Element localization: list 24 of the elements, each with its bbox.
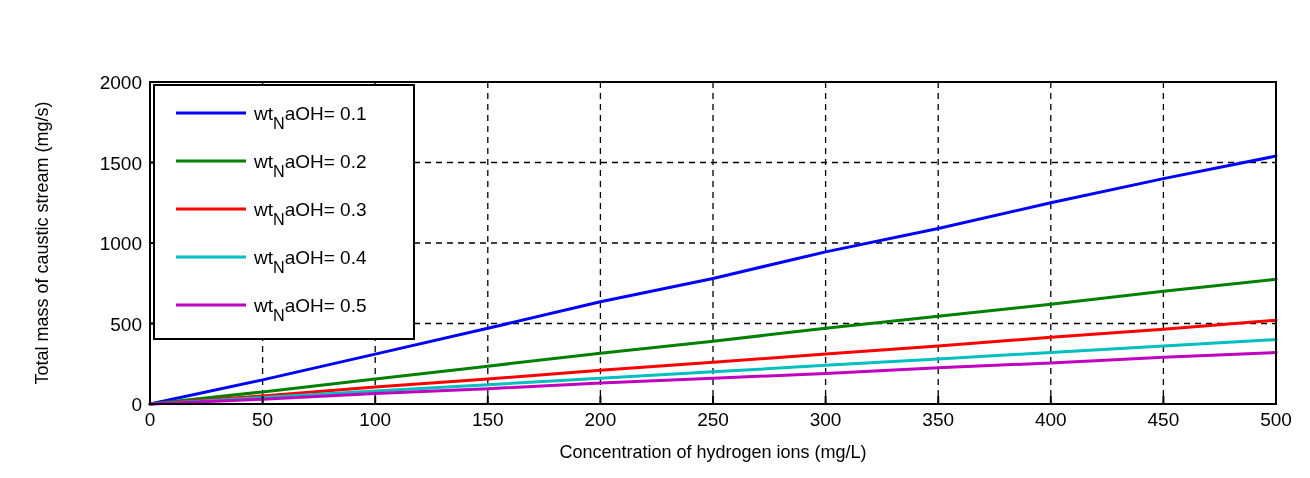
x-tick-label: 450: [1147, 409, 1180, 430]
x-tick-label: 50: [252, 409, 274, 430]
y-tick-label: 2000: [99, 72, 142, 93]
x-tick-label: 250: [697, 409, 729, 430]
x-tick-label: 100: [359, 409, 392, 430]
legend-label: wt$_{N}$aOH= 0.4: [253, 247, 367, 276]
x-tick-label: 500: [1260, 409, 1292, 430]
legend-label: wt$_{N}$aOH= 0.5: [253, 295, 367, 324]
line-series: [148, 350, 1278, 406]
y-tick-label: 0: [131, 394, 142, 415]
x-tick-label: 400: [1034, 409, 1067, 430]
x-axis-title: Concentration of hydrogen ions (mg/L): [559, 442, 867, 462]
legend-label: wt$_{N}$aOH= 0.3: [253, 199, 367, 228]
legend-label: wt$_{N}$aOH= 0.2: [253, 151, 367, 180]
y-tick-label: 1500: [99, 152, 142, 174]
y-axis-title: Total mass of caustic stream (mg/s): [32, 101, 52, 385]
y-tick-label: 1000: [99, 233, 142, 254]
x-tick-label: 300: [809, 409, 842, 430]
x-tick-label: 200: [584, 409, 617, 430]
x-tick-label: 0: [144, 409, 156, 430]
x-tick-label: 150: [471, 409, 504, 430]
y-tick-label: 500: [110, 313, 142, 335]
legend-label: wt$_{N}$aOH= 0.1: [253, 103, 367, 132]
x-tick-label: 350: [922, 409, 955, 430]
